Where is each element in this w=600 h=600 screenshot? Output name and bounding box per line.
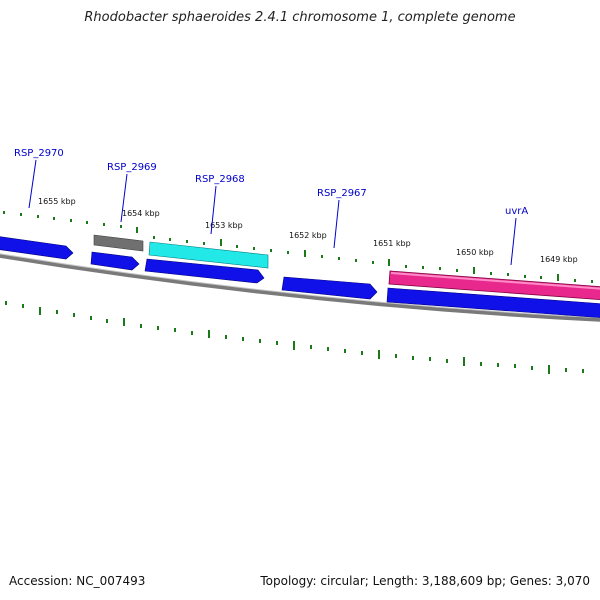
kbp-label: 1655 kbp (38, 197, 76, 206)
gene-lower-3[interactable] (281, 276, 378, 300)
map-title: Rhodobacter sphaeroides 2.4.1 chromosome… (84, 10, 516, 25)
gene-rsp-2968[interactable] (148, 241, 269, 269)
label-leaders (28, 159, 517, 266)
genome-summary-text: Topology: circular; Length: 3,188,609 bp… (260, 574, 590, 588)
gene-lower-2[interactable] (144, 258, 265, 284)
gene-lower-1[interactable] (90, 251, 140, 271)
outer-tick-row (3, 211, 593, 283)
gene-label-rsp-2969[interactable]: RSP_2969 (107, 162, 157, 173)
gene-label-rsp-2970[interactable]: RSP_2970 (14, 148, 64, 159)
kbp-label: 1654 kbp (122, 209, 160, 218)
gene-rsp-2969[interactable] (93, 234, 144, 252)
kbp-label: 1651 kbp (373, 239, 411, 248)
gene-label-rsp-2967[interactable]: RSP_2967 (317, 188, 367, 199)
gene-label-uvra[interactable]: uvrA (505, 206, 528, 217)
kbp-label: 1650 kbp (456, 248, 494, 257)
genome-backbone (0, 253, 600, 322)
gene-uvra-highlight (390, 272, 600, 290)
accession-text: Accession: NC_007493 (9, 574, 146, 588)
kbp-label: 1649 kbp (540, 255, 578, 264)
kbp-label: 1652 kbp (289, 231, 327, 240)
gene-lower-4[interactable] (386, 287, 600, 318)
gene-rsp-2970[interactable] (0, 236, 74, 260)
gene-label-rsp-2968[interactable]: RSP_2968 (195, 174, 245, 185)
genome-backbone-highlight (0, 253, 600, 319)
inner-tick-row (5, 301, 584, 374)
gene-uvra[interactable] (388, 270, 600, 301)
kbp-label: 1653 kbp (205, 221, 243, 230)
